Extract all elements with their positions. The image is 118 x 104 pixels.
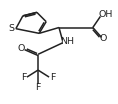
Text: F: F xyxy=(21,73,26,82)
Text: S: S xyxy=(8,24,14,33)
Text: OH: OH xyxy=(98,10,112,19)
Text: F: F xyxy=(35,83,41,92)
Text: O: O xyxy=(100,34,107,43)
Text: F: F xyxy=(50,73,55,82)
Text: NH: NH xyxy=(60,37,74,46)
Text: O: O xyxy=(18,44,25,53)
